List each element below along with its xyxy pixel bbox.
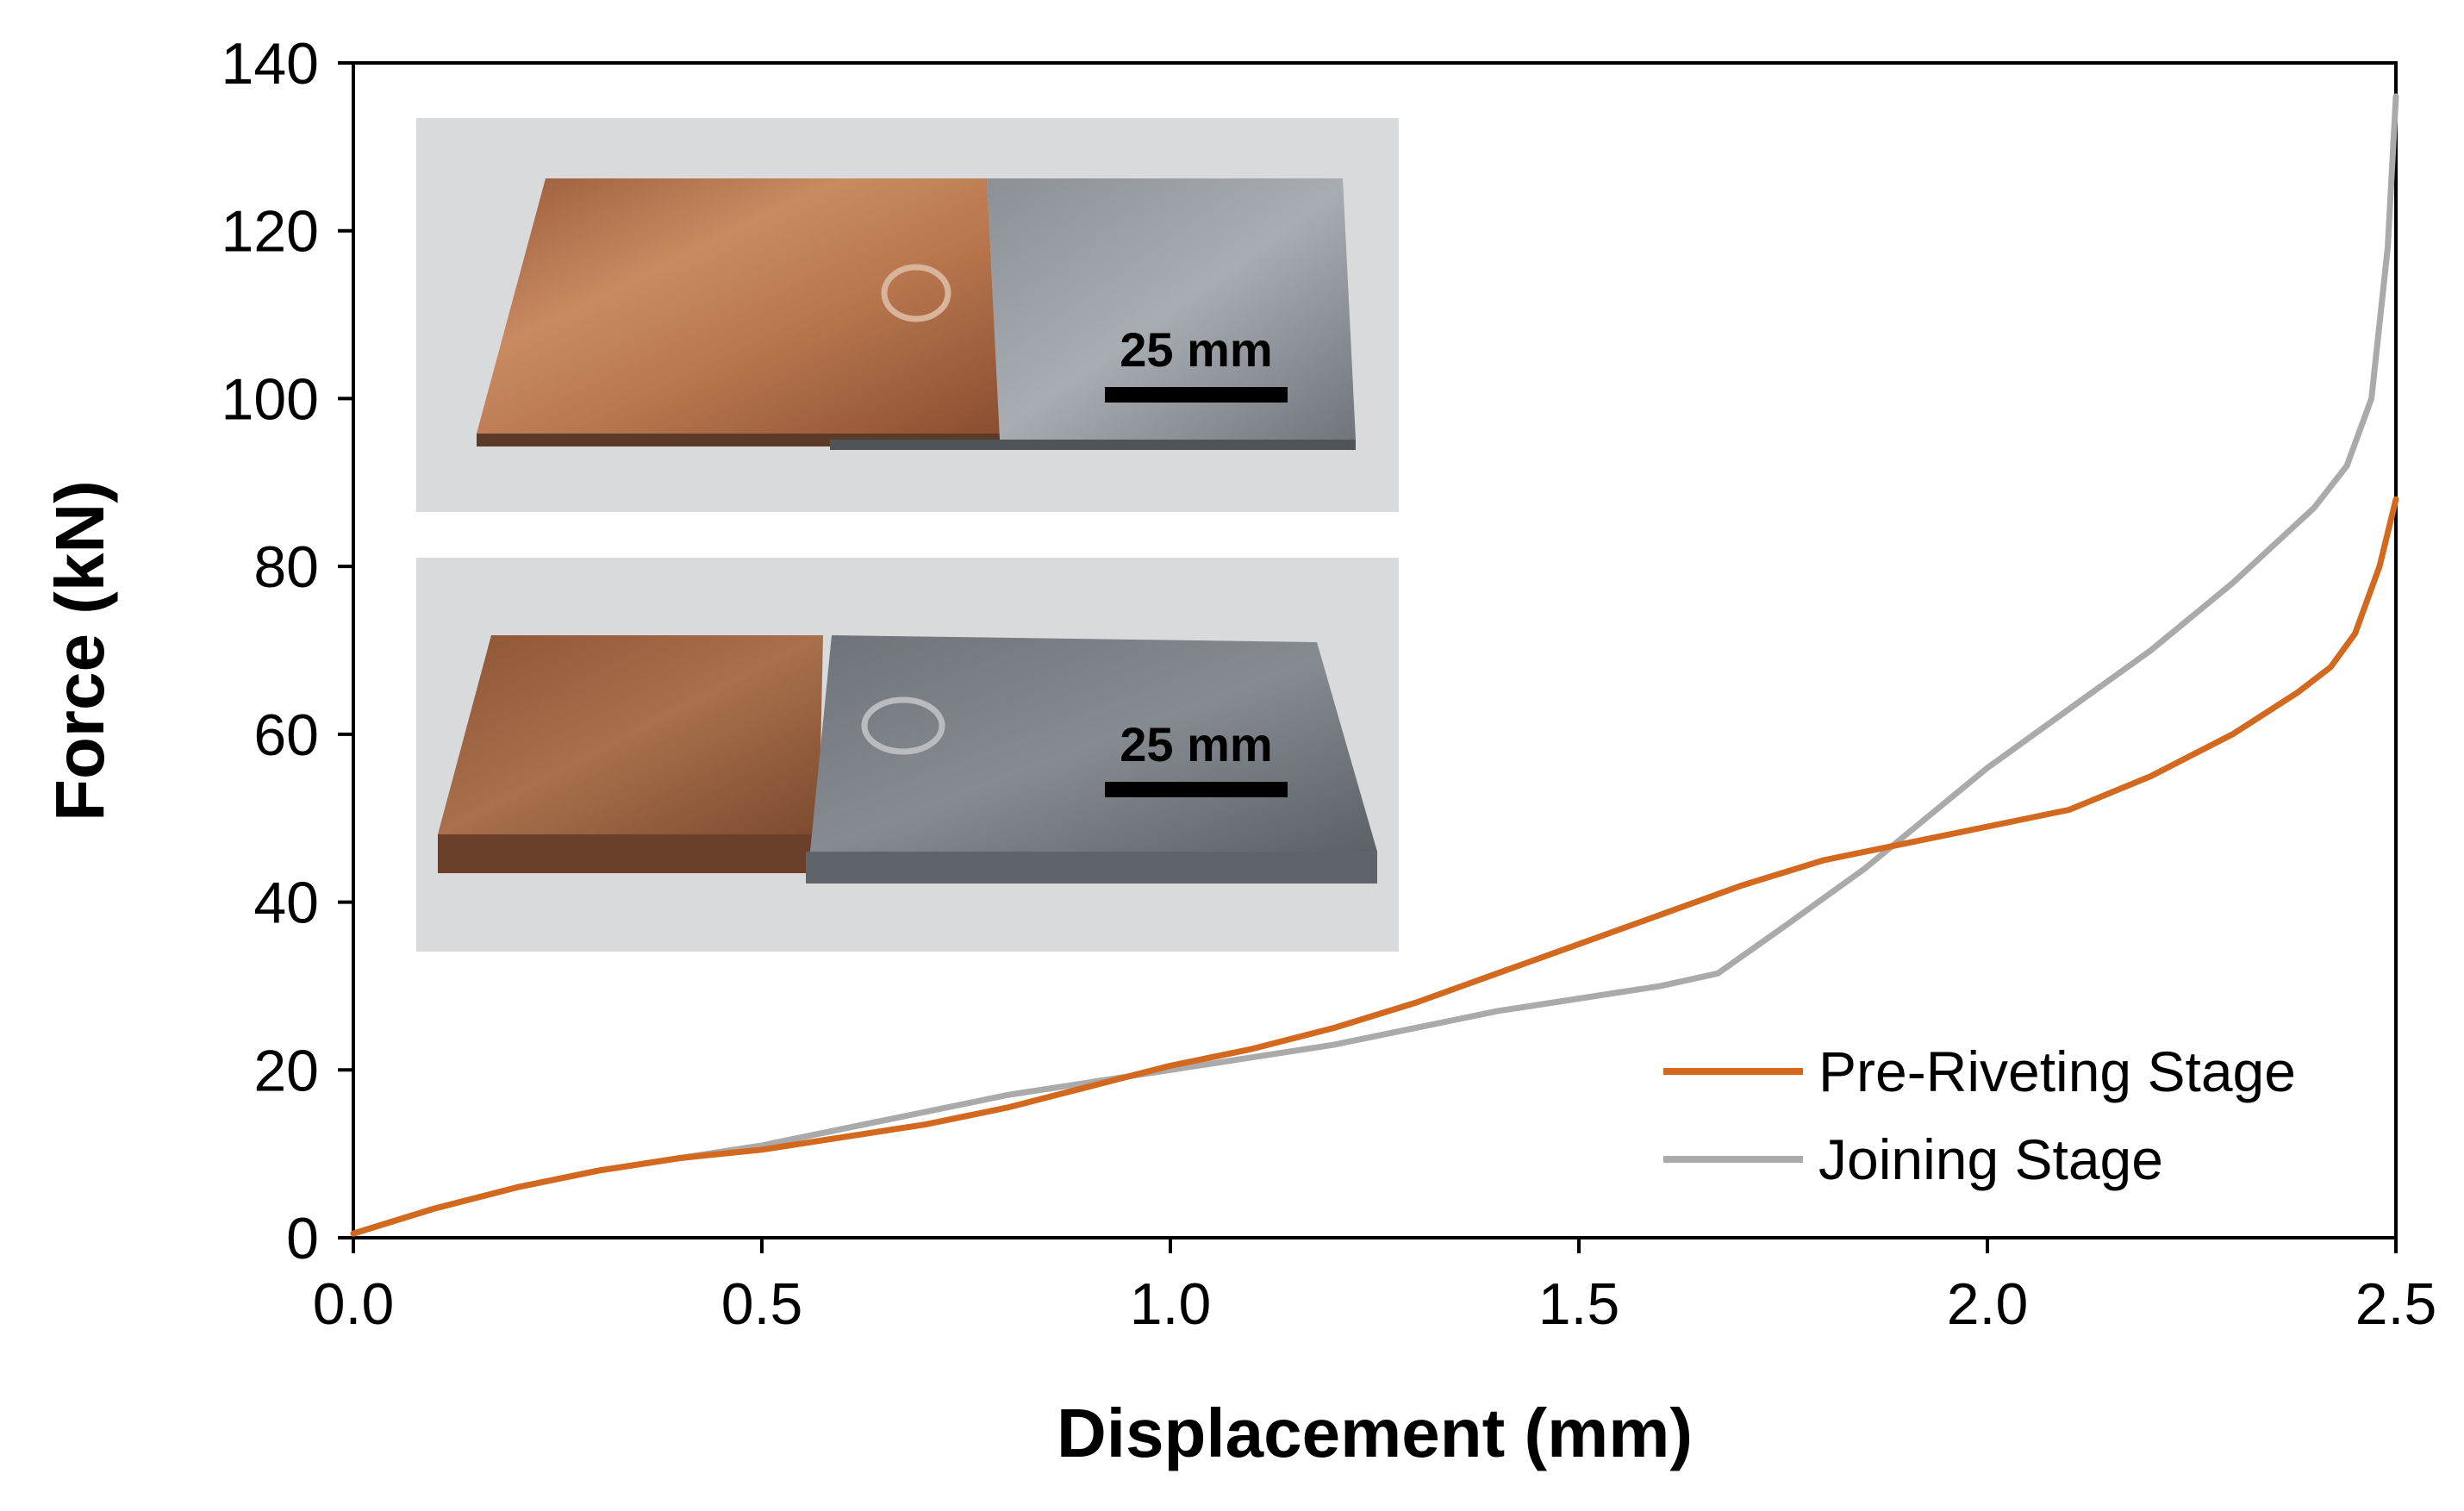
inset-photo-bottom: 25 mm: [416, 558, 1399, 952]
x-tick-label: 2.5: [2355, 1271, 2437, 1337]
x-axis-title: Displacement (mm): [1057, 1395, 1693, 1471]
scale-bar-label-top: 25 mm: [1120, 322, 1272, 377]
x-tick-label: 1.5: [1538, 1271, 1620, 1337]
y-tick-label: 140: [221, 31, 319, 97]
x-tick-label: 2.0: [1947, 1271, 2029, 1337]
y-axis-ticks: 0 20 40 60 80 100 120 140: [221, 31, 353, 1271]
y-tick-label: 20: [253, 1038, 319, 1103]
x-axis-ticks: 0.0 0.5 1.0 1.5 2.0 2.5: [313, 1238, 2437, 1337]
series-layer: [350, 93, 2399, 1237]
legend: Pre-Riveting Stage Joining Stage: [1663, 1040, 2296, 1191]
scale-bar-label-bottom: 25 mm: [1120, 717, 1272, 771]
legend-label: Joining Stage: [1818, 1127, 2163, 1191]
inset-photo-top: 25 mm: [416, 118, 1399, 512]
y-axis-title: Force (kN): [41, 480, 118, 821]
y-tick-label: 80: [253, 534, 319, 600]
series-line-pre-riveting: [350, 496, 2399, 1237]
scale-bar-top: [1105, 387, 1288, 403]
series-line-joining: [350, 93, 2399, 1237]
y-tick-label: 120: [221, 199, 319, 265]
x-tick-label: 1.0: [1130, 1271, 1212, 1337]
y-tick-label: 60: [253, 702, 319, 768]
y-tick-label: 0: [286, 1206, 319, 1271]
y-tick-label: 40: [253, 871, 319, 936]
x-tick-label: 0.5: [721, 1271, 803, 1337]
y-tick-label: 100: [221, 366, 319, 432]
x-tick-label: 0.0: [313, 1271, 395, 1337]
scale-bar-bottom: [1105, 782, 1288, 797]
legend-label: Pre-Riveting Stage: [1818, 1040, 2296, 1103]
